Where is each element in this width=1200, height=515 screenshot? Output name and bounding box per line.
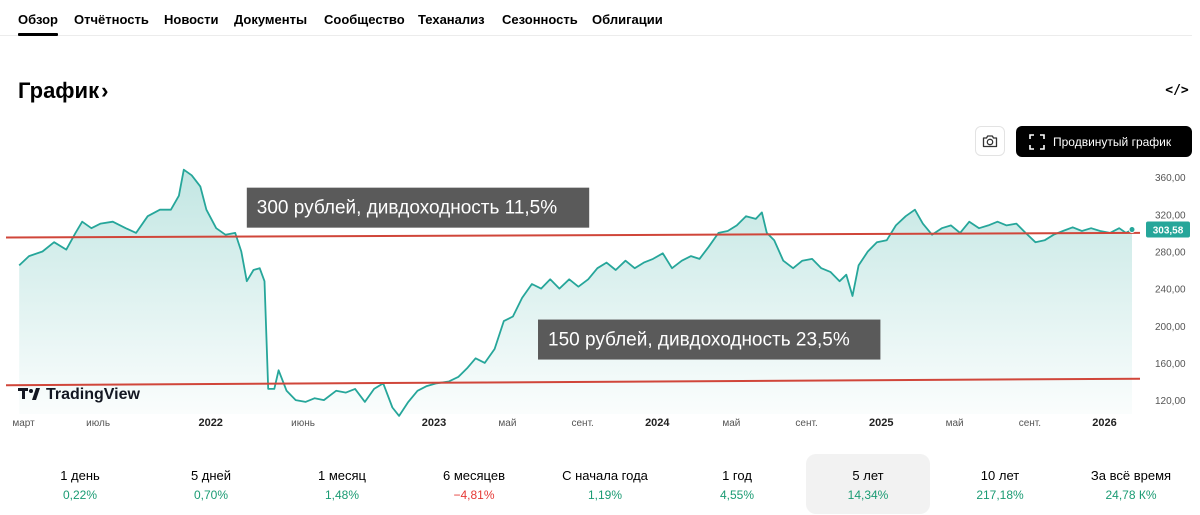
- y-tick-label: 280,00: [1155, 247, 1186, 258]
- x-tick-label: 2022: [198, 417, 222, 429]
- x-tick-label: июль: [86, 418, 110, 429]
- tab-community[interactable]: Сообщество: [324, 12, 405, 27]
- period-change: 1,19%: [587, 488, 623, 502]
- x-tick-label: 2026: [1092, 417, 1116, 429]
- period-6m[interactable]: 6 месяцев −4,81%: [412, 454, 536, 514]
- advanced-chart-label: Продвинутый график: [1053, 134, 1172, 149]
- last-price-dot: [1128, 226, 1136, 234]
- y-tick-label: 320,00: [1155, 210, 1186, 221]
- period-label: 6 месяцев: [443, 468, 505, 483]
- period-label: 5 дней: [190, 468, 232, 483]
- period-label: 1 год: [722, 468, 752, 483]
- x-tick-label: 2023: [422, 417, 446, 429]
- tradingview-logo: TradingView: [18, 386, 141, 403]
- period-selector: 1 день 0,22% 5 дней 0,70% 1 месяц 1,48% 6 м…: [0, 454, 1200, 514]
- period-1m[interactable]: 1 месяц 1,48%: [280, 454, 404, 514]
- annotation-callout-label: 150 рублей, дивдоходность 23,5%: [548, 330, 850, 351]
- period-label: За всё время: [1090, 468, 1172, 483]
- camera-icon: [982, 135, 998, 148]
- period-change: 0,22%: [62, 488, 98, 502]
- y-tick-label: 200,00: [1155, 322, 1186, 333]
- period-label: 1 день: [60, 468, 100, 483]
- period-change: 1,48%: [324, 488, 360, 502]
- last-price-badge: [1146, 221, 1190, 238]
- period-all[interactable]: За всё время 24,78 К%: [1069, 454, 1193, 514]
- tradingview-logo-mark: [18, 388, 40, 400]
- tab-documents[interactable]: Документы: [234, 12, 308, 27]
- period-label: 1 месяц: [318, 468, 366, 483]
- annotation-line: [5, 231, 1141, 239]
- chevron-right-icon: ›: [101, 78, 109, 103]
- period-change: −4,81%: [453, 488, 495, 502]
- y-tick-label: 360,00: [1155, 173, 1186, 184]
- period-change: 14,34%: [847, 488, 889, 502]
- period-5y[interactable]: 5 лет 14,34%: [806, 454, 930, 514]
- price-chart[interactable]: 360,00 320,00 280,00 240,00 200,00 160,00 120,…: [0, 160, 1200, 432]
- period-change: 0,70%: [193, 488, 229, 502]
- annotation-callout-box: [538, 319, 881, 360]
- fullscreen-icon: [1029, 133, 1045, 150]
- x-tick-label: сент.: [571, 418, 593, 429]
- period-change: 217,18%: [976, 488, 1024, 502]
- annotation-callout-label: 300 рублей, дивдоходность 11,5%: [257, 198, 557, 219]
- code-icon[interactable]: </>: [1165, 82, 1189, 98]
- period-1y[interactable]: 1 год 4,55%: [675, 454, 799, 514]
- period-1d[interactable]: 1 день 0,22%: [18, 454, 142, 514]
- tradingview-watermark: TradingView: [46, 386, 141, 403]
- tab-bonds[interactable]: Облигации: [592, 12, 663, 27]
- period-5d[interactable]: 5 дней 0,70%: [149, 454, 273, 514]
- x-tick-label: 2025: [869, 417, 893, 429]
- tab-reports[interactable]: Отчётность: [74, 12, 149, 27]
- x-tick-label: март: [12, 418, 35, 429]
- period-change: 4,55%: [719, 488, 755, 502]
- x-tick-label: май: [498, 418, 516, 429]
- period-ytd[interactable]: С начала года 1,19%: [543, 454, 667, 514]
- tab-seasonality[interactable]: Сезонность: [502, 12, 578, 27]
- chart-section-title[interactable]: График ›: [18, 78, 108, 104]
- y-tick-label: 240,00: [1155, 285, 1186, 296]
- last-price-label: 303,58: [1153, 226, 1184, 237]
- period-change: 24,78 К%: [1105, 488, 1157, 502]
- period-label: С начала года: [562, 468, 648, 483]
- x-tick-label: 2024: [645, 417, 670, 429]
- tab-tech-analysis[interactable]: Теханализ: [418, 12, 485, 27]
- tab-news[interactable]: Новости: [164, 12, 219, 27]
- period-label: 5 лет: [852, 468, 884, 483]
- annotation-line: [5, 377, 1141, 387]
- tab-overview[interactable]: Обзор: [18, 12, 58, 36]
- x-tick-label: июнь: [291, 418, 315, 429]
- page-title: График: [18, 78, 100, 103]
- period-10y[interactable]: 10 лет 217,18%: [938, 454, 1062, 514]
- x-tick-label: май: [722, 418, 740, 429]
- advanced-chart-button[interactable]: Продвинутый график: [1016, 126, 1192, 157]
- x-tick-label: сент.: [795, 418, 817, 429]
- section-tabs: Обзор Отчётность Новости Документы Сообщ…: [0, 0, 1192, 36]
- y-tick-label: 120,00: [1155, 396, 1186, 407]
- screenshot-button[interactable]: [975, 126, 1005, 156]
- price-line: [18, 168, 1133, 417]
- x-tick-label: май: [946, 418, 964, 429]
- y-tick-label: 160,00: [1155, 359, 1186, 370]
- x-tick-label: сент.: [1019, 418, 1041, 429]
- annotation-callout-box: [246, 187, 590, 228]
- period-label: 10 лет: [980, 468, 1020, 483]
